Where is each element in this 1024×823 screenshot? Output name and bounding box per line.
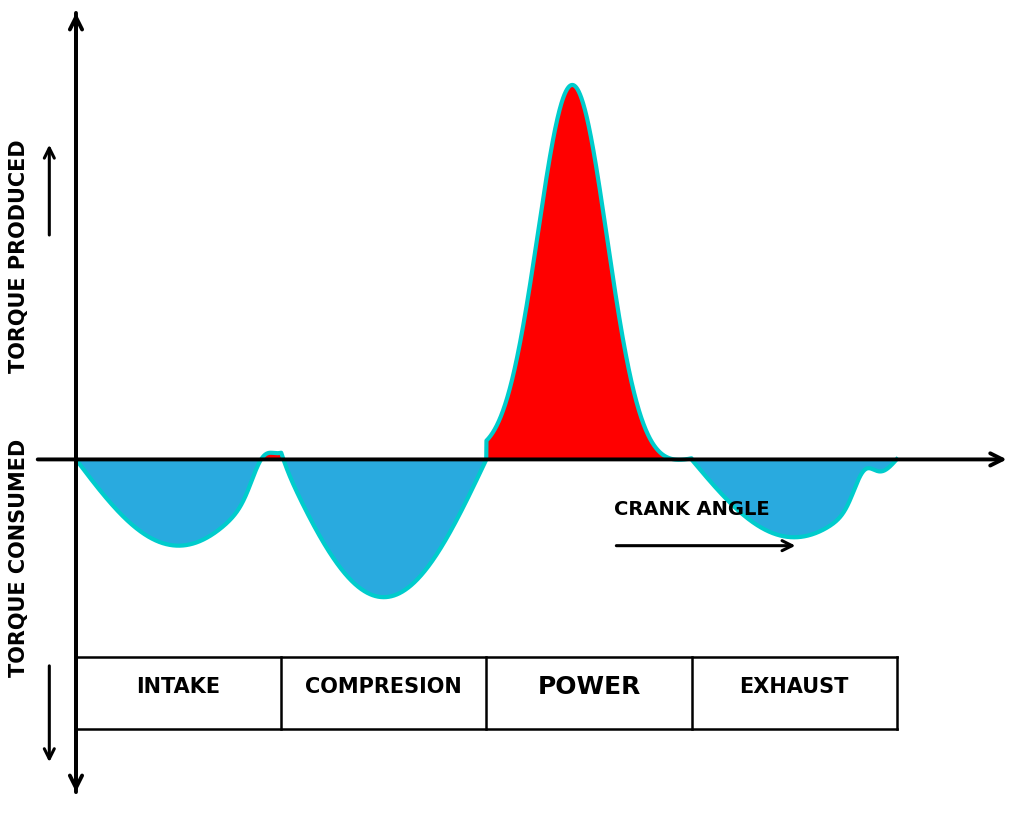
- Text: COMPRESION: COMPRESION: [305, 677, 462, 697]
- Text: POWER: POWER: [538, 675, 641, 699]
- Text: EXHAUST: EXHAUST: [739, 677, 849, 697]
- Text: TORQUE CONSUMED: TORQUE CONSUMED: [8, 439, 29, 677]
- Text: CRANK ANGLE: CRANK ANGLE: [613, 500, 769, 519]
- Text: INTAKE: INTAKE: [136, 677, 220, 697]
- Text: TORQUE PRODUCED: TORQUE PRODUCED: [8, 139, 29, 373]
